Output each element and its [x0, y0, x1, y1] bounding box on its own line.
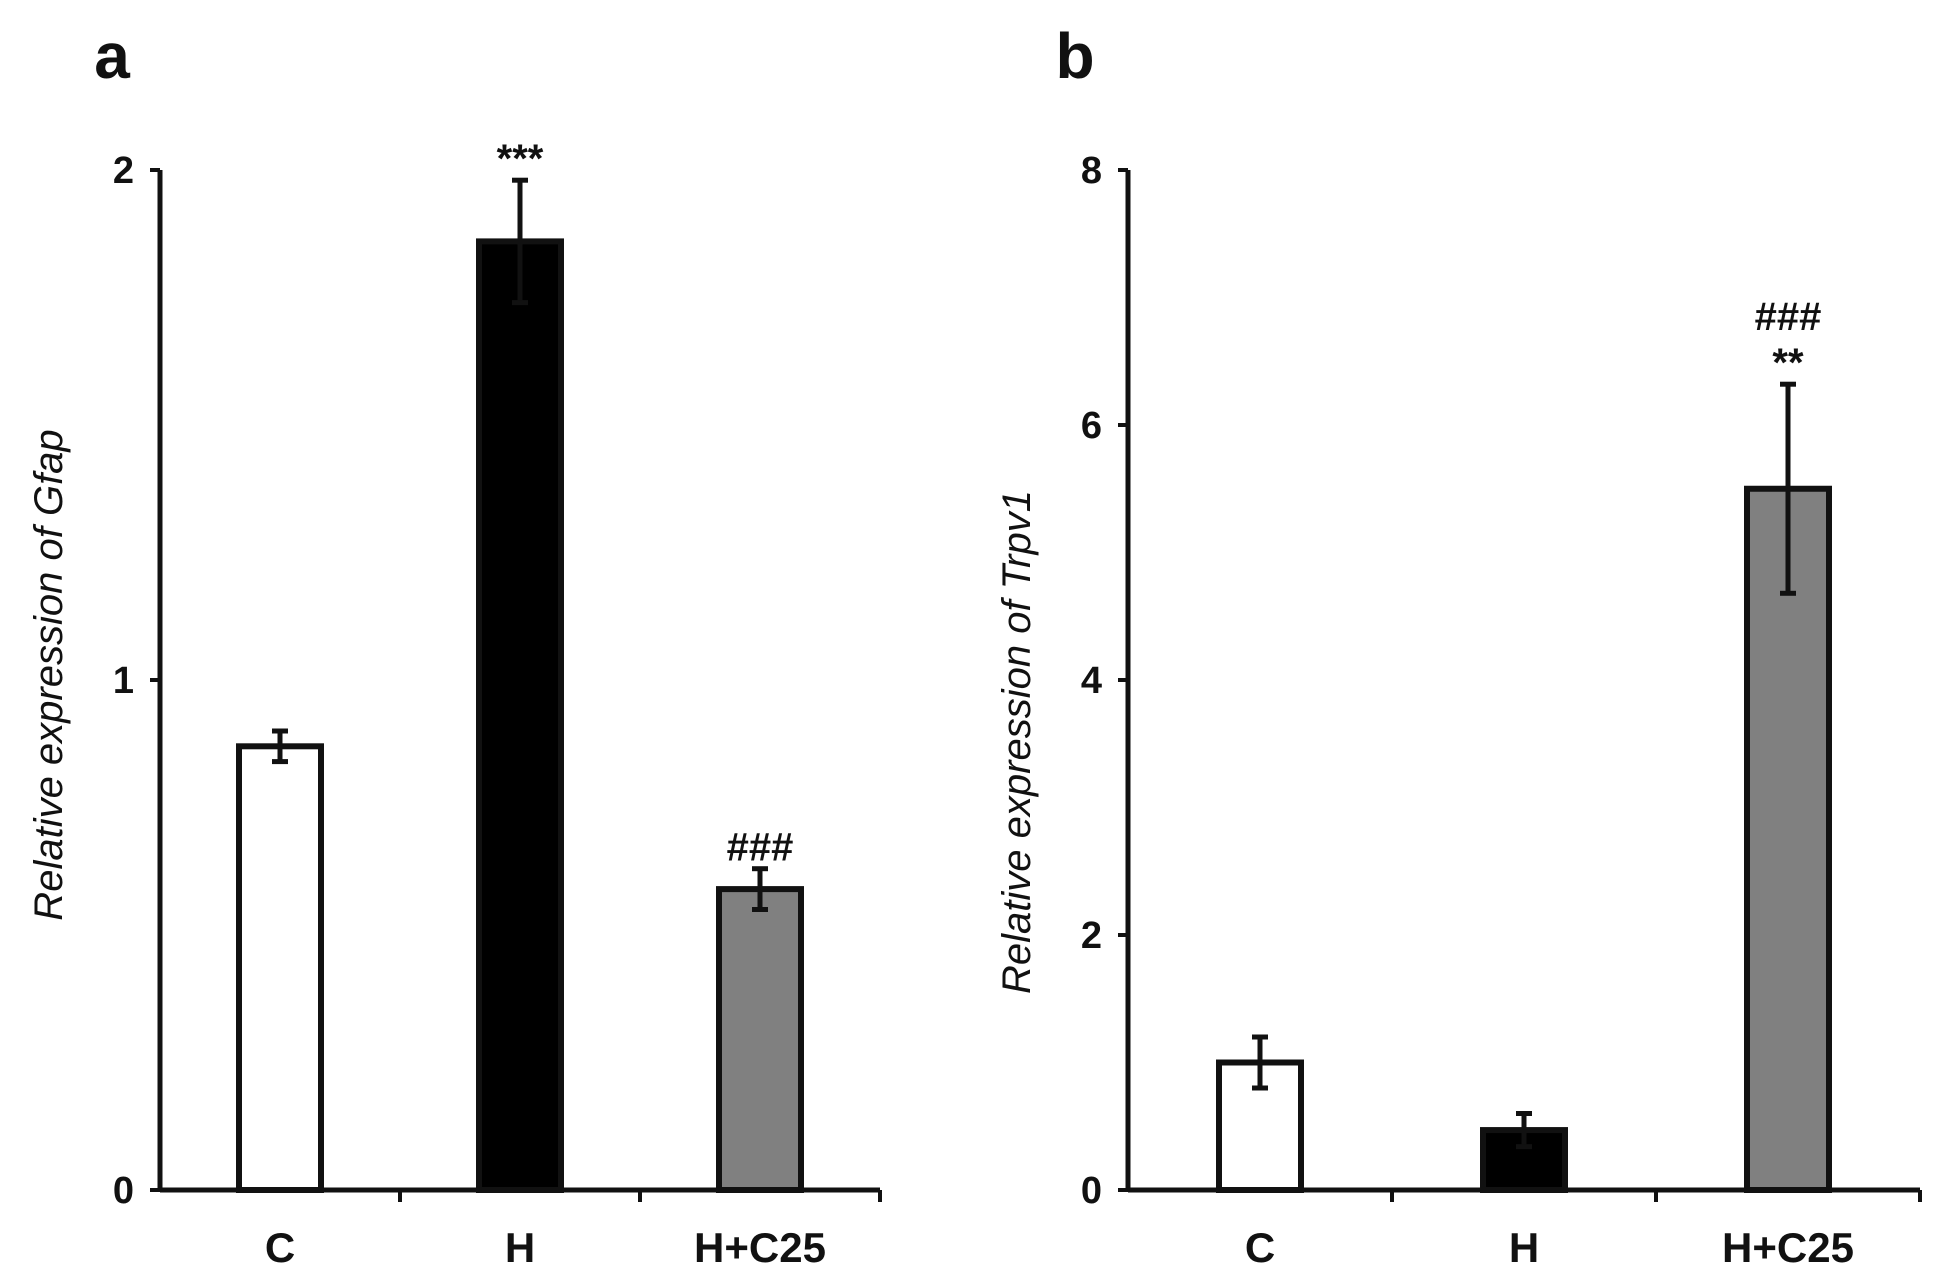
bar-c — [236, 743, 324, 1193]
significance-line: *** — [497, 137, 544, 181]
category-label: C — [265, 1224, 295, 1271]
panel-letter: b — [1055, 20, 1094, 92]
bar-h-c25 — [716, 886, 804, 1193]
category-label: H+C25 — [694, 1224, 826, 1271]
category-label: H+C25 — [1722, 1224, 1854, 1271]
significance-label: ### — [727, 826, 794, 870]
y-tick-label: 8 — [1081, 150, 1102, 192]
y-tick-label: 2 — [113, 150, 134, 192]
category-label: C — [1245, 1224, 1275, 1271]
panel-letter: a — [94, 20, 130, 92]
y-tick-label: 4 — [1081, 660, 1102, 702]
y-tick-label: 6 — [1081, 405, 1102, 447]
bar-h-c25 — [1744, 485, 1832, 1193]
bar-h — [476, 238, 564, 1193]
y-tick-label: 1 — [113, 660, 134, 702]
category-label: H — [1509, 1224, 1539, 1271]
significance-line: ** — [1772, 341, 1804, 385]
panel-a: a Relative expression of Gfap 0 1 2 C H *** H+C2… — [27, 20, 882, 1271]
significance-label: *** — [497, 137, 544, 181]
significance-line: ### — [1755, 295, 1822, 339]
y-axis-title: Relative expression of Gfap — [27, 429, 71, 920]
y-tick-label: 0 — [113, 1170, 134, 1212]
significance-line: ### — [727, 826, 794, 870]
y-tick-label: 2 — [1081, 915, 1102, 957]
y-tick-label: 0 — [1081, 1170, 1102, 1212]
category-label: H — [505, 1224, 535, 1271]
panel-b: b Relative expression of Trpv1 0 2 4 6 8 C H H+C2… — [995, 20, 1922, 1271]
significance-label: ### ** — [1755, 295, 1822, 385]
y-axis-title: Relative expression of Trpv1 — [995, 490, 1039, 994]
